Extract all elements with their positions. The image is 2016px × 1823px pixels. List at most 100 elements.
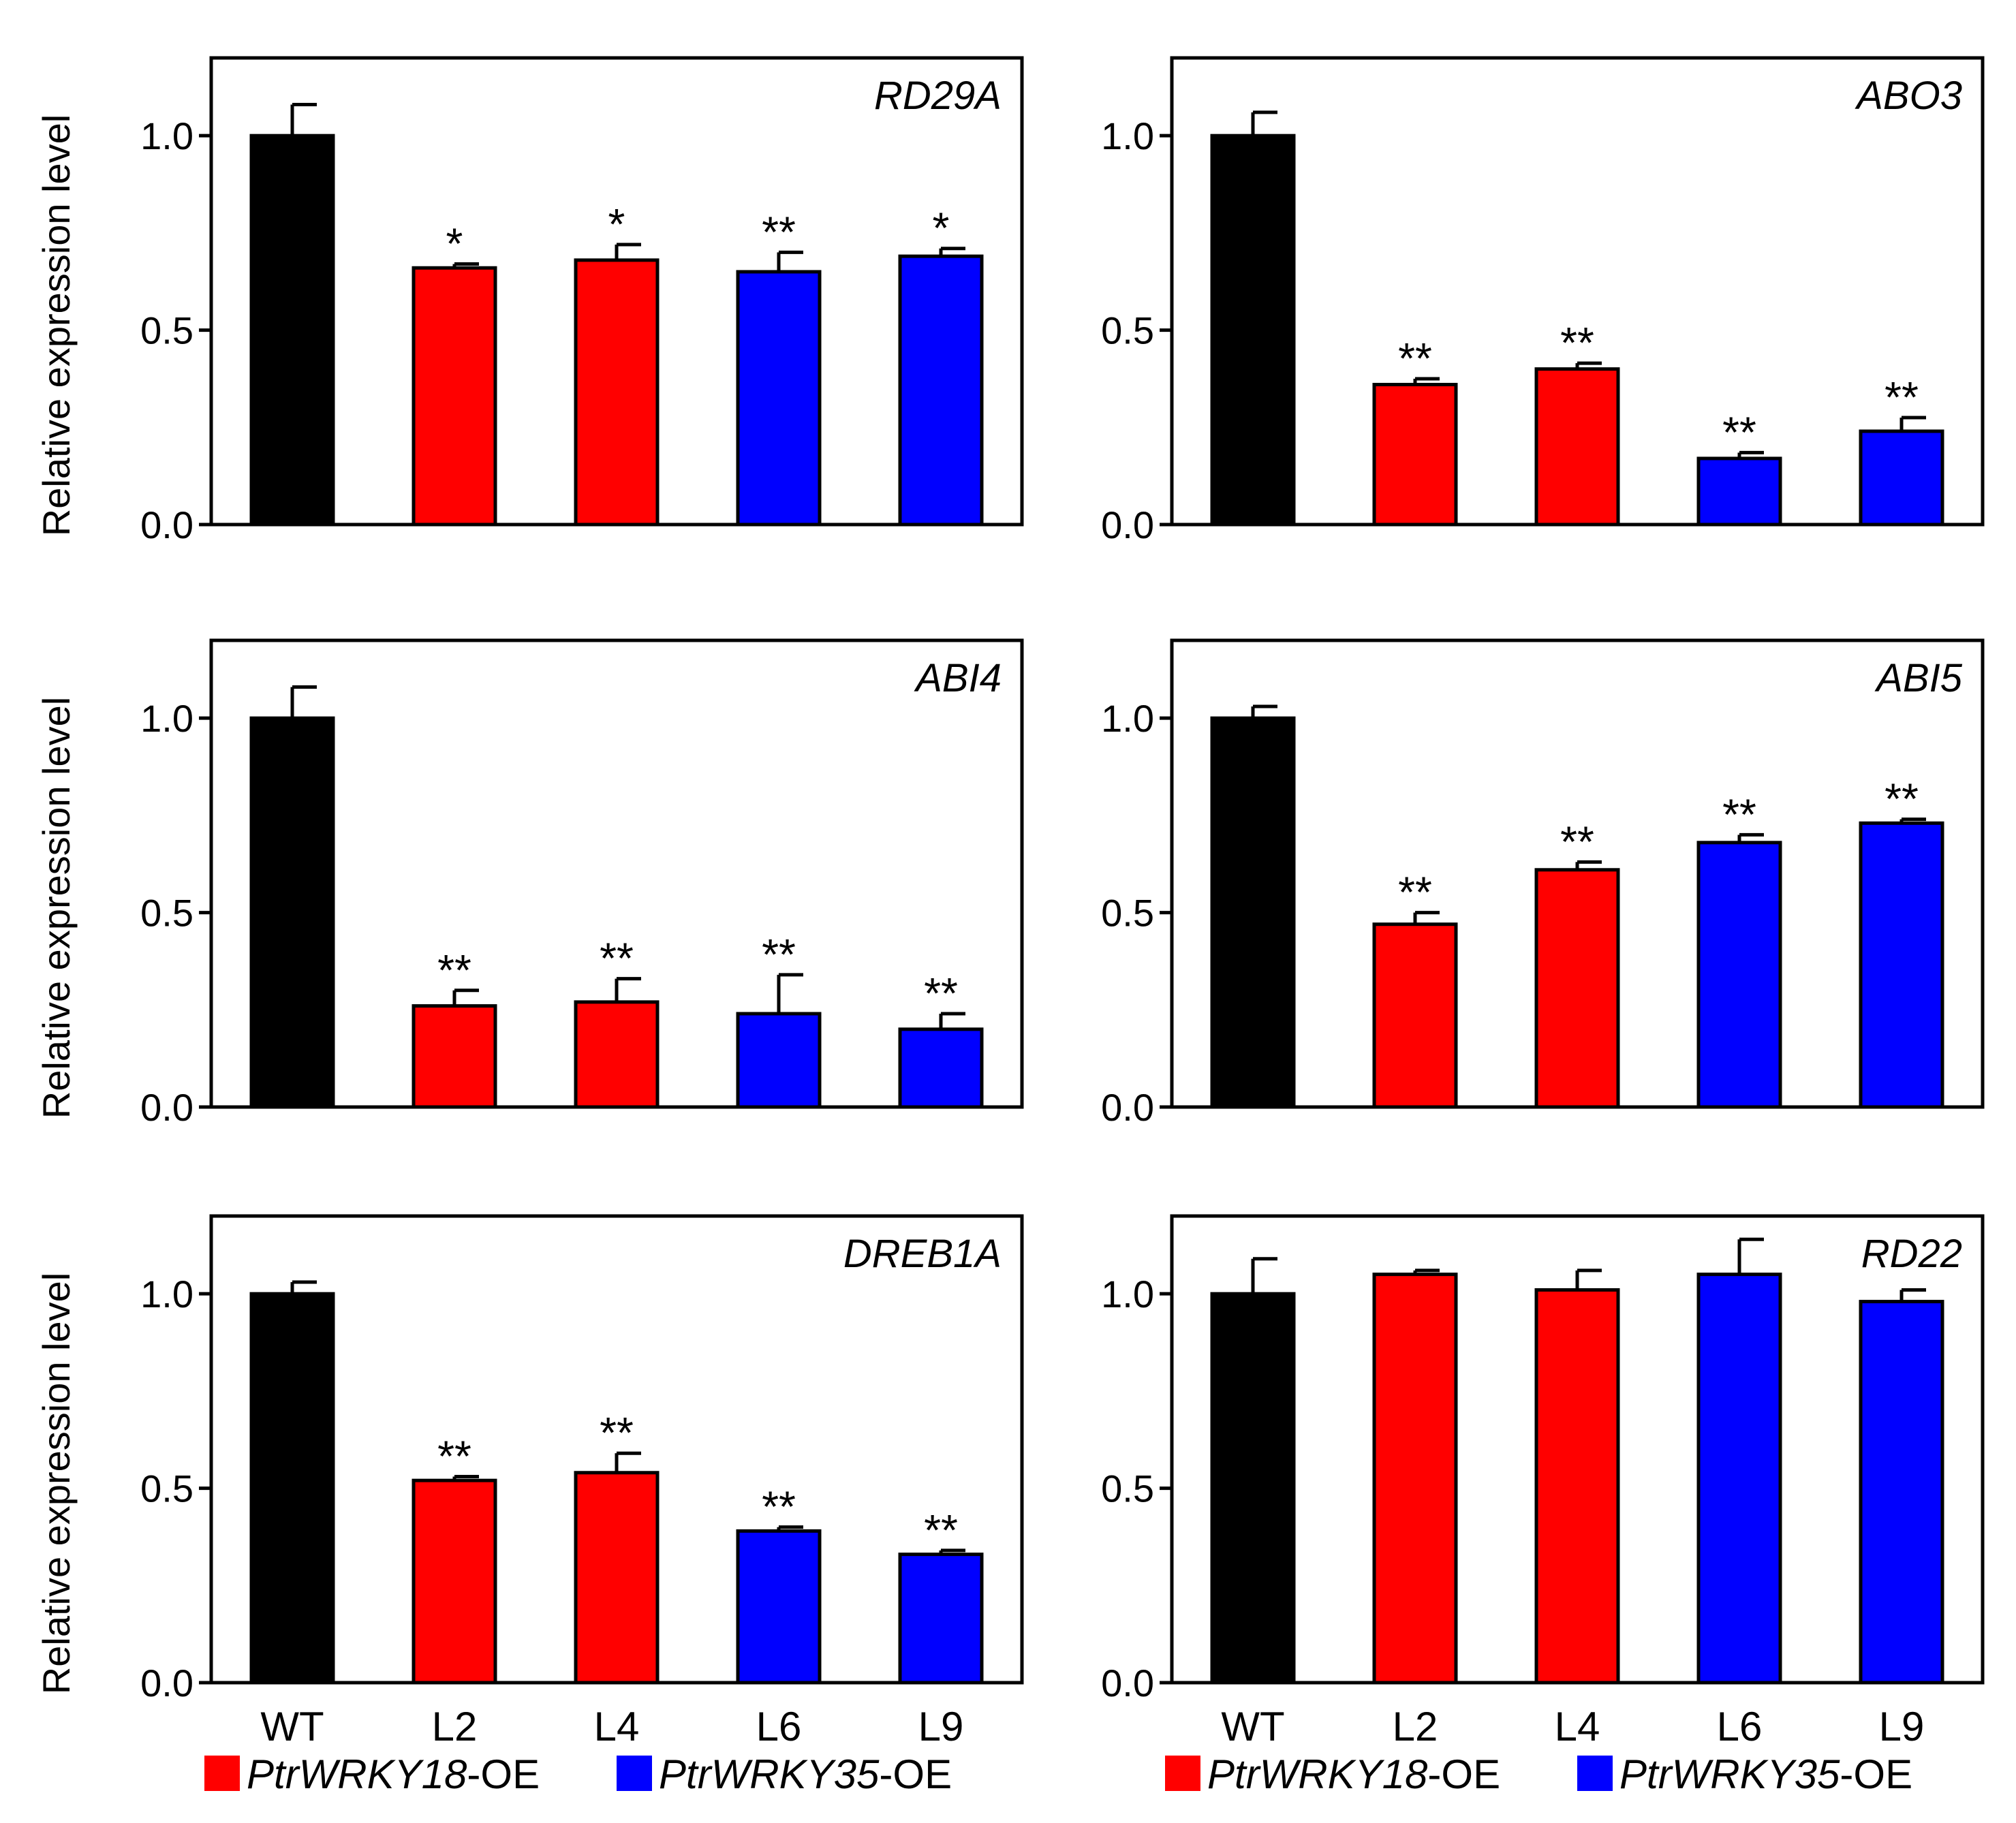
panels-container: 0.0 0.5 1.0 Relative expression level RD29A *… [35,56,1985,1749]
gene-title: RD22 [1861,1232,1962,1276]
y-tick-label: 0.5 [1101,1467,1154,1510]
gene-title: ABI4 [914,656,1002,700]
panel-dreb1a: 0.0 0.5 1.0 Relative expression level DREB1A… [35,1214,1024,1749]
y-tick-label: 0.0 [140,503,193,546]
x-tick-label: L6 [1717,1704,1763,1749]
panel-abo3: 0.0 0.5 1.0 ABO3 ** ** ** ** [1101,56,1985,546]
significance-marker: ** [762,1482,796,1531]
panel-rd22: 0.0 0.5 1.0 RD22 WT L2 L4 L6 L9 [1101,1214,1985,1749]
gene-title: RD29A [874,74,1002,118]
bar-l6 [736,270,822,527]
significance-marker: ** [600,1408,634,1457]
bar-l2 [412,266,497,527]
y-tick-label: 0.0 [140,1662,193,1704]
x-tick-label: L2 [1393,1704,1438,1749]
bar-l4 [574,258,660,527]
bar-l9 [1859,821,1944,1109]
y-tick-label: 1.0 [1101,697,1154,740]
bar-l2 [1372,1273,1458,1685]
bar-l6 [1696,1273,1782,1685]
legend-swatch [204,1756,240,1791]
bar-l6 [1696,456,1782,527]
significance-marker: ** [1560,817,1594,866]
bar-l6 [736,1012,822,1109]
y-tick-label: 1.0 [140,1273,193,1315]
y-tick-label: 0.5 [140,1467,193,1510]
bar-l9 [898,1027,984,1109]
bar-l4 [1534,1288,1620,1685]
significance-marker: * [608,200,625,249]
y-tick-label: 1.0 [140,114,193,157]
legend: PtrWRKY18-OE PtrWRKY35-OE [204,1751,952,1797]
panel-rd29a: 0.0 0.5 1.0 Relative expression level RD29A *… [35,56,1024,546]
legend-swatch [617,1756,652,1791]
gene-title: ABI5 [1874,656,1962,700]
x-tick-label: L4 [594,1704,640,1749]
bar-l2 [1372,383,1458,527]
y-tick-label: 0.0 [1101,1662,1154,1704]
significance-marker: ** [1885,373,1919,422]
gene-title: ABO3 [1855,74,1962,118]
bar-l2 [412,1004,497,1109]
x-tick-label: WT [1221,1704,1284,1749]
x-tick-label: L4 [1555,1704,1600,1749]
panel-abi5: 0.0 0.5 1.0 ABI5 ** ** ** ** [1101,638,1985,1129]
legend: PtrWRKY18-OE PtrWRKY35-OE [1165,1751,1912,1797]
legend-label: PtrWRKY35-OE [1619,1751,1912,1797]
y-tick-label: 1.0 [140,697,193,740]
y-tick-label: 0.5 [140,309,193,352]
legend-label: PtrWRKY35-OE [659,1751,952,1797]
legend-swatch [1577,1756,1613,1791]
bar-l2 [1372,922,1458,1109]
x-tick-label: L6 [756,1704,802,1749]
y-tick-label: 0.5 [1101,892,1154,935]
significance-marker: ** [437,946,471,995]
bar-l6 [1696,841,1782,1109]
bar-wt [249,1292,335,1685]
bar-l4 [574,1000,660,1109]
bar-l4 [1534,367,1620,527]
y-tick-label: 0.0 [1101,1086,1154,1129]
bar-l9 [898,254,984,527]
legend-label: PtrWRKY18-OE [1207,1751,1500,1797]
bar-l2 [412,1478,497,1685]
significance-marker: * [933,204,950,253]
bar-l9 [1859,1300,1944,1685]
y-tick-label: 1.0 [1101,1273,1154,1315]
bar-l4 [1534,868,1620,1109]
significance-marker: * [446,219,463,268]
bar-l4 [574,1471,660,1685]
bar-wt [1210,134,1296,527]
y-tick-label: 0.5 [1101,309,1154,352]
significance-marker: ** [1722,790,1756,839]
y-tick-label: 0.0 [1101,503,1154,546]
bar-l9 [1859,429,1944,527]
y-tick-label: 1.0 [1101,114,1154,157]
x-tick-label: L9 [1879,1704,1925,1749]
y-tick-label: 0.5 [140,892,193,935]
legend-label: PtrWRKY18-OE [247,1751,540,1797]
significance-marker: ** [924,969,958,1018]
bar-l6 [736,1529,822,1685]
legends-container: PtrWRKY18-OE PtrWRKY35-OE PtrWRKY18-OE PtrW… [204,1751,1912,1797]
legend-swatch [1165,1756,1200,1791]
y-axis-label: Relative expression level [35,697,78,1119]
significance-marker: ** [1722,407,1756,456]
y-axis-label: Relative expression level [35,1273,78,1694]
x-tick-label: L2 [432,1704,478,1749]
bar-wt [1210,716,1296,1109]
significance-marker: ** [1398,334,1432,383]
significance-marker: ** [1398,868,1432,917]
significance-marker: ** [762,207,796,256]
y-axis-label: Relative expression level [35,114,78,536]
gene-title: DREB1A [843,1232,1002,1276]
bar-wt [249,134,335,527]
bar-wt [249,716,335,1109]
panel-abi4: 0.0 0.5 1.0 Relative expression level ABI4 **… [35,638,1024,1129]
y-tick-label: 0.0 [140,1086,193,1129]
significance-marker: ** [1560,318,1594,367]
significance-marker: ** [437,1431,471,1480]
x-tick-label: L9 [918,1704,964,1749]
significance-marker: ** [762,930,796,979]
